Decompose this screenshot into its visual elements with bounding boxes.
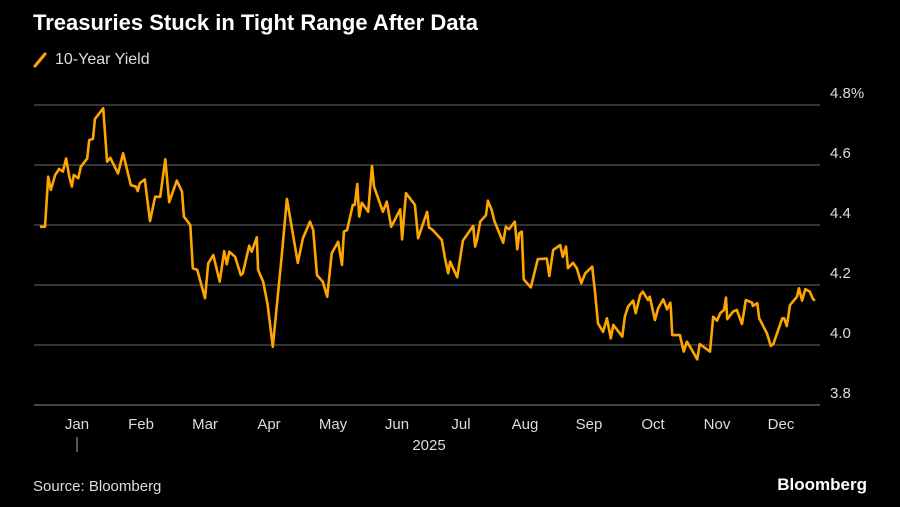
x-tick-label: Mar [192, 416, 218, 433]
x-tick-label: May [319, 416, 348, 433]
year-label: 2025 [412, 437, 445, 454]
legend: 10-Year Yield [33, 51, 150, 69]
x-tick-label: Jun [385, 416, 409, 433]
y-tick-label: 4.4 [830, 205, 851, 222]
legend-line-icon [33, 52, 47, 68]
x-tick-label: Aug [512, 416, 539, 433]
y-tick-label: 3.8 [830, 385, 851, 402]
x-tick-label: Feb [128, 416, 154, 433]
y-tick-label: 4.0 [830, 325, 851, 342]
y-tick-label: 4.8% [830, 85, 864, 102]
x-tick-label: Jul [451, 416, 470, 433]
x-tick-label: Sep [576, 416, 603, 433]
source-note: Source: Bloomberg [33, 478, 162, 495]
y-tick-label: 4.2 [830, 265, 851, 282]
y-tick-label: 4.6 [830, 145, 851, 162]
x-tick-label: Nov [704, 416, 731, 433]
brand-logo: Bloomberg [777, 475, 867, 494]
legend-label: 10-Year Yield [55, 51, 150, 68]
series-line-10-year-yield [39, 107, 816, 361]
x-tick-label: Jan [65, 416, 89, 433]
x-tick-label: Oct [641, 416, 665, 433]
x-tick-label: Dec [768, 416, 795, 433]
chart-title: Treasuries Stuck in Tight Range After Da… [33, 10, 479, 35]
x-tick-label: Apr [257, 416, 280, 433]
